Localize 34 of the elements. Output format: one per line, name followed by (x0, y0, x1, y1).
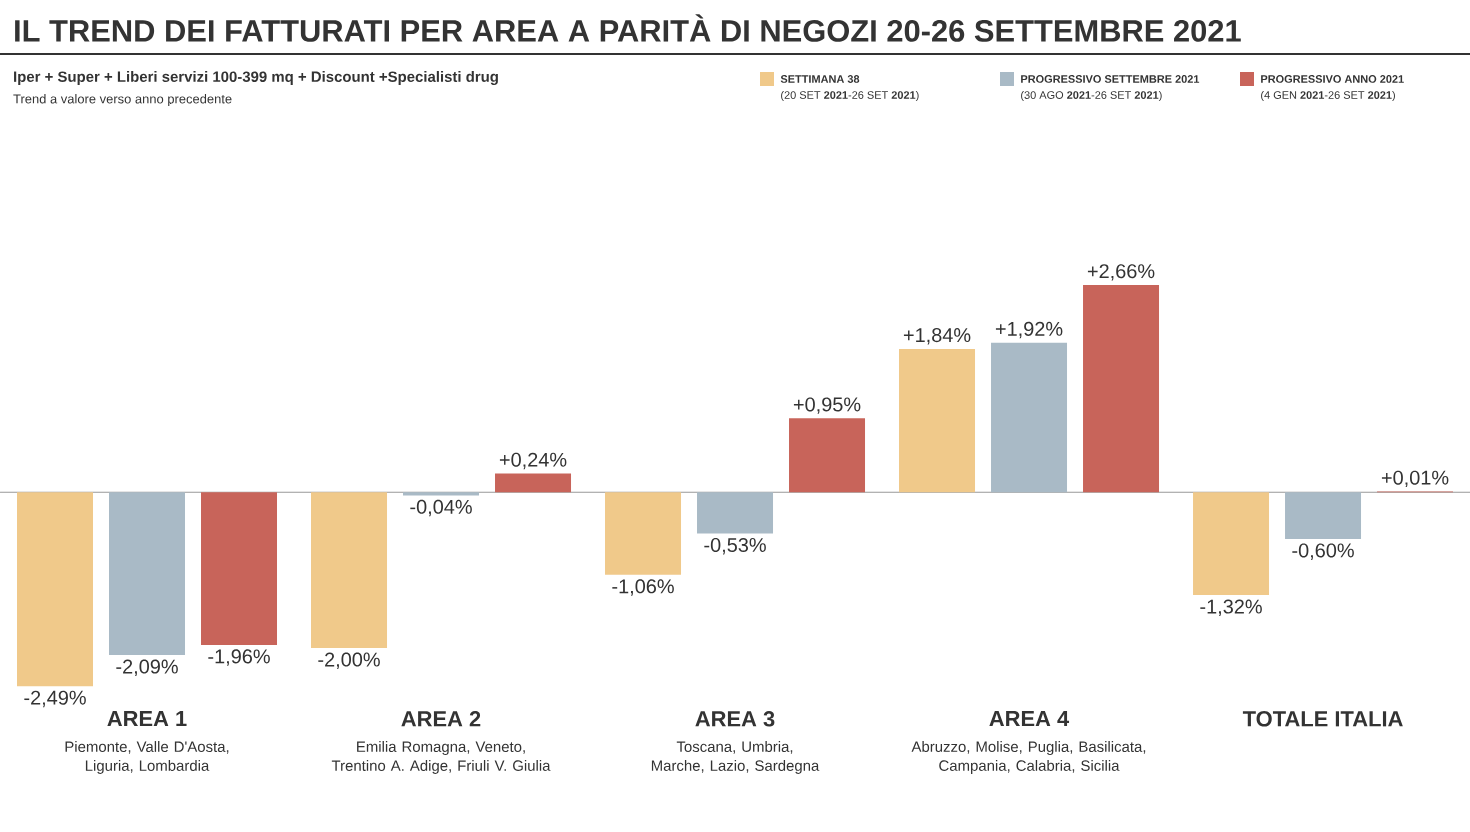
data-label: -1,32% (1200, 599, 1262, 616)
bar (109, 492, 186, 656)
bar (17, 492, 94, 687)
bar (1193, 492, 1270, 596)
bar (495, 473, 572, 493)
x-tick-label: AREA 4 (989, 711, 1070, 727)
data-label: -0,60% (1292, 543, 1354, 560)
data-label: -2,09% (116, 659, 178, 676)
data-label: +1,92% (995, 321, 1063, 339)
x-tick-label: AREA 2 (401, 711, 481, 727)
bar (789, 418, 866, 493)
bar (605, 492, 682, 575)
data-label: +2,66% (1087, 264, 1155, 281)
x-tick-label: TOTALE ITALIA (1242, 711, 1403, 727)
bar (991, 342, 1068, 493)
bar (311, 492, 388, 649)
chart-title: IL TREND DEI FATTURATI PER AREA A PARITÀ DI NEGOZI 20-26 SETTEMBRE 2021 (15, 14, 1241, 42)
data-label: +0,01% (1381, 470, 1449, 488)
data-label: -1,06% (612, 579, 674, 596)
data-label: +0,95% (793, 397, 861, 414)
x-tick-label: AREA 3 (695, 711, 775, 727)
bar (1083, 285, 1160, 493)
data-label: -2,49% (24, 690, 86, 708)
data-label: +0,24% (499, 452, 567, 470)
data-label: -0,04% (410, 499, 472, 517)
bar (1285, 492, 1362, 540)
bar (201, 492, 278, 645)
data-label: -1,96% (208, 649, 270, 666)
bar (899, 348, 976, 493)
data-label: -0,53% (704, 537, 766, 555)
x-tick-label: AREA 1 (107, 711, 187, 727)
bar (697, 492, 774, 534)
data-label: +1,84% (903, 328, 971, 345)
data-label: -2,00% (318, 652, 380, 669)
